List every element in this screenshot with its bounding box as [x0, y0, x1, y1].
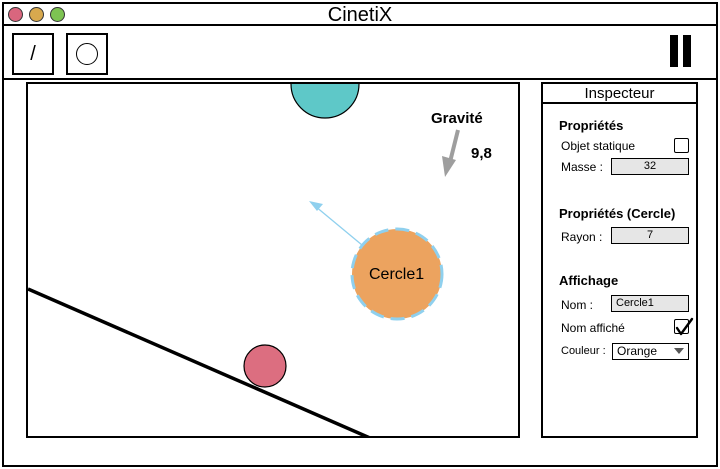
close-window-icon[interactable]: [8, 7, 23, 22]
velocity-arrow: [314, 205, 363, 246]
mass-label: Masse :: [561, 160, 604, 174]
selected-circle-object[interactable]: [352, 229, 442, 319]
pause-icon: [670, 35, 678, 67]
name-shown-label: Nom affiché: [561, 321, 625, 335]
properties-section-title: Propriétés: [559, 118, 624, 133]
gravity-value: 9,8: [471, 145, 492, 162]
chevron-down-icon: [674, 348, 684, 354]
static-line-object[interactable]: [28, 287, 370, 438]
name-shown-checkbox[interactable]: [674, 317, 694, 336]
inspector-header: Inspecteur: [543, 84, 696, 104]
gravity-arrow-head: [442, 156, 456, 177]
circle-properties-section-title: Propriétés (Cercle): [559, 206, 676, 221]
display-section-title: Affichage: [559, 273, 619, 288]
inspector-panel: Inspecteur Propriétés Objet statique Mas…: [541, 82, 698, 438]
radius-field[interactable]: 7: [611, 227, 689, 244]
selection-outline: [350, 227, 444, 321]
radius-label: Rayon :: [561, 230, 603, 244]
scene-svg: [28, 84, 460, 438]
title-bar: CinetiX: [4, 4, 716, 26]
line-tool-button[interactable]: /: [12, 33, 54, 75]
object-name-label: Cercle1: [369, 266, 425, 283]
velocity-arrow-head: [309, 201, 323, 211]
circle-outline-icon: [76, 43, 98, 65]
window-title: CinetiX: [327, 4, 393, 26]
gravity-arrow-shaft: [448, 129, 460, 163]
circle-tool-button[interactable]: [66, 33, 108, 75]
static-object-checkbox[interactable]: [674, 138, 689, 153]
name-field[interactable]: Cercle1: [611, 295, 689, 312]
color-select[interactable]: Orange: [612, 343, 689, 360]
minimize-window-icon[interactable]: [29, 7, 44, 22]
pink-circle-object[interactable]: [243, 344, 287, 388]
line-tool-label: /: [30, 42, 36, 65]
pause-button[interactable]: [670, 35, 692, 67]
name-label: Nom :: [561, 298, 594, 312]
checkmark-icon: [675, 317, 694, 336]
color-label: Couleur :: [561, 345, 606, 357]
color-select-value: Orange: [617, 344, 658, 358]
teal-circle-object[interactable]: [290, 84, 360, 119]
toolbar: /: [4, 28, 716, 80]
mass-field[interactable]: 32: [611, 158, 689, 175]
maximize-window-icon[interactable]: [50, 7, 65, 22]
gravity-label: Gravité: [431, 110, 483, 127]
pause-icon-bar: [683, 35, 691, 67]
simulation-canvas[interactable]: Gravité 9,8 Cercle1: [26, 82, 520, 438]
static-object-label: Objet statique: [561, 139, 636, 153]
